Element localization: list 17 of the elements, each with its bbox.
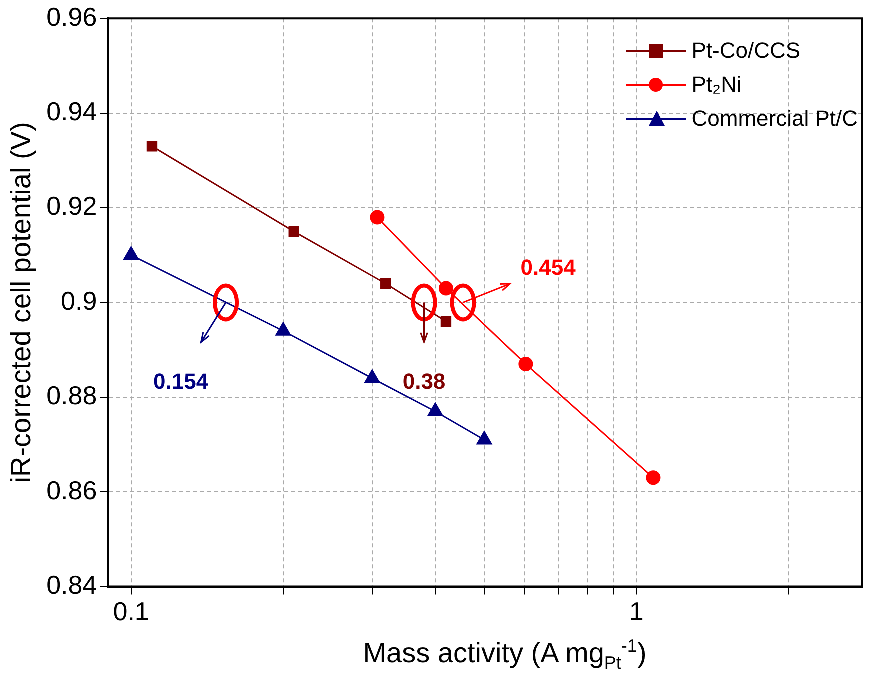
x-tick-label: 0.1 — [113, 596, 150, 627]
y-tick-label: 0.88 — [46, 380, 98, 411]
y-tick-label: 0.9 — [61, 286, 98, 316]
y-axis-title: iR-corrected cell potential (V) — [6, 122, 37, 484]
legend-label: Commercial Pt/C — [692, 106, 858, 132]
y-tick-label: 0.84 — [46, 570, 98, 600]
y-tick-label: 0.92 — [46, 191, 98, 222]
x-tick-label: 1 — [629, 596, 644, 627]
annotation: 0.454 — [520, 254, 577, 280]
y-tick-label: 0.96 — [46, 2, 98, 32]
annotation: 0.38 — [402, 368, 446, 394]
y-tick-label: 0.94 — [46, 96, 98, 126]
legend-label: Pt₂Ni — [692, 72, 742, 98]
legend-label: Pt-Co/CCS — [692, 38, 801, 64]
annotation: 0.154 — [154, 368, 210, 394]
x-axis-title: Mass activity (A mg$_{Pt}$$^{-1}$) — [362, 636, 648, 674]
y-tick-label: 0.86 — [46, 475, 98, 506]
